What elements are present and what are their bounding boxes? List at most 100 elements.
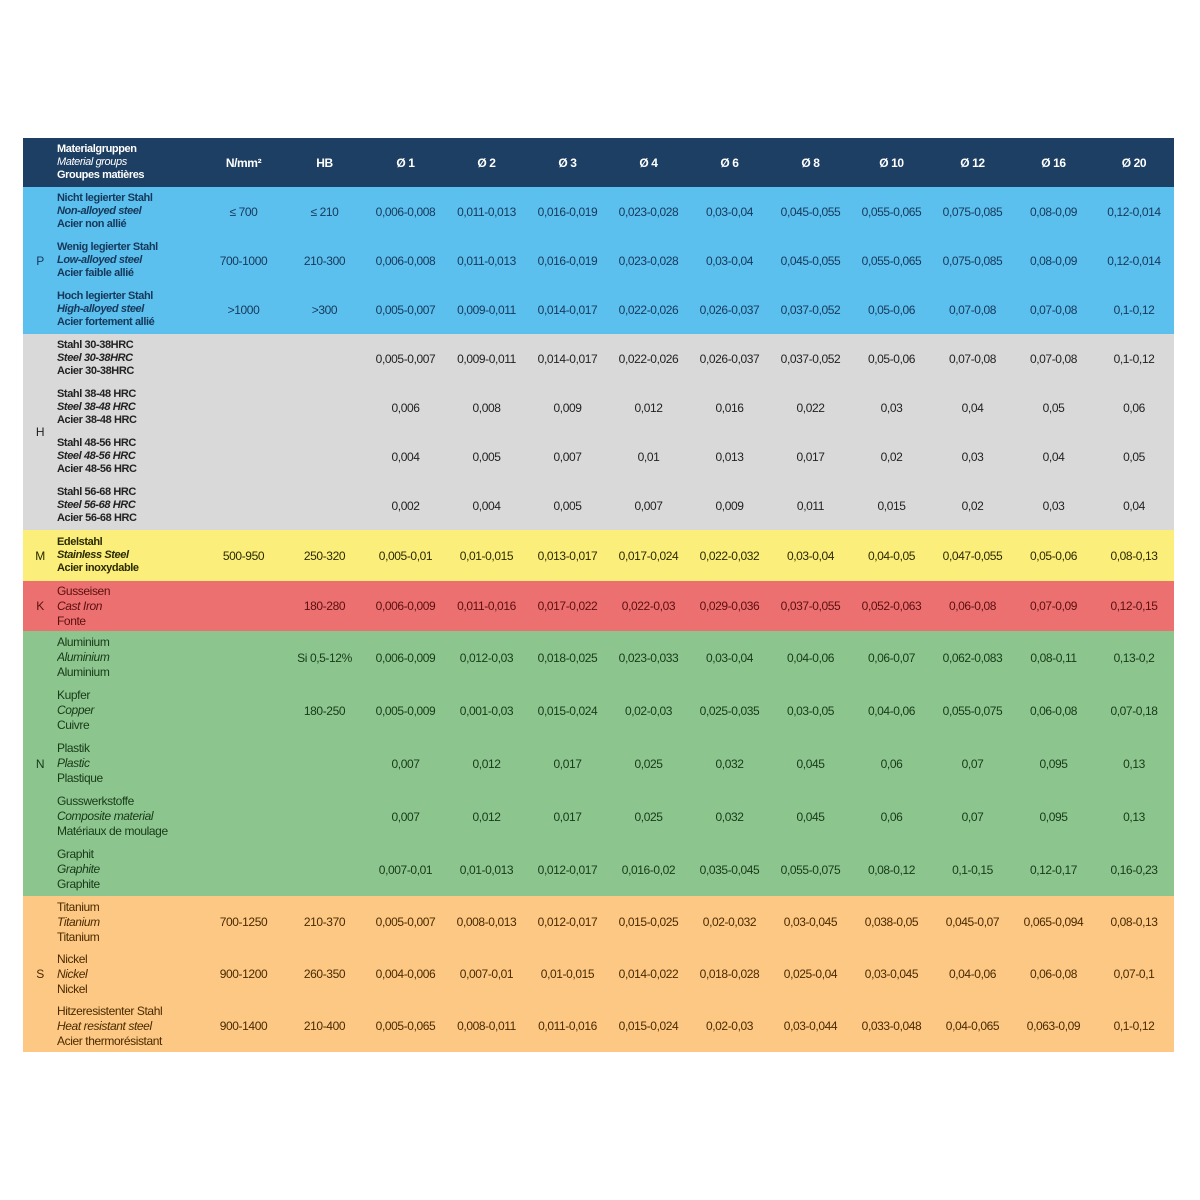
hardness-cell: 210-400 <box>284 1000 365 1052</box>
feed-value-cell: 0,02 <box>932 481 1013 530</box>
header-material-group-de: Materialgruppen <box>57 143 137 155</box>
feed-value-cell: 0,015-0,025 <box>608 896 689 948</box>
tensile-strength-cell <box>203 383 284 432</box>
table-row: Kupfer Copper Cuivre 180-250 0,005-0,009 0,00… <box>23 684 1174 737</box>
feed-value-cell: 0,055-0,065 <box>851 236 932 285</box>
column-header: Ø 6 <box>689 138 770 187</box>
table-row: N Aluminium Aluminium Aluminium Si 0,5-12% 0,… <box>23 631 1174 896</box>
header-material-group: Materialgruppen Material groups Groupes … <box>57 138 203 187</box>
feed-value-cell: 0,023-0,028 <box>608 236 689 285</box>
feed-value-cell: 0,009 <box>689 481 770 530</box>
hardness-cell: 180-280 <box>284 581 365 631</box>
feed-value-cell: 0,07-0,08 <box>1013 334 1094 383</box>
table-body: P Nicht legierter Stahl Non-alloyed steel A… <box>23 187 1174 1052</box>
feed-value-cell: 0,012 <box>446 790 527 843</box>
table-row: Hoch legierter Stahl High-alloyed steel Ac… <box>23 285 1174 334</box>
feed-value-cell: 0,011 <box>770 481 851 530</box>
feed-value-cell: 0,06-0,08 <box>1013 948 1094 1000</box>
table-row: Stahl 38-48 HRC Steel 38-48 HRC Acier 38-4… <box>23 383 1174 432</box>
column-header: Ø 8 <box>770 138 851 187</box>
feed-value-cell: 0,011-0,013 <box>446 187 527 236</box>
tensile-strength-cell <box>203 581 284 631</box>
material-name-de: Stahl 56-68 HRC <box>57 486 136 498</box>
hardness-cell <box>284 334 365 383</box>
feed-value-cell: 0,011-0,013 <box>446 236 527 285</box>
material-name-en: High-alloyed steel <box>57 303 144 315</box>
feed-value-cell: 0,095 <box>1013 790 1094 843</box>
material-name-en: Graphite <box>57 862 100 876</box>
feed-value-cell: 0,03-0,05 <box>770 684 851 737</box>
material-name-de: Stahl 38-48 HRC <box>57 388 136 400</box>
feed-value-cell: 0,022 <box>770 383 851 432</box>
hardness-cell: Si 0,5-12% <box>284 631 365 684</box>
tensile-strength-cell: 500-950 <box>203 530 284 581</box>
feed-value-cell: 0,007-0,01 <box>365 843 446 896</box>
feed-value-cell: 0,007 <box>365 737 446 790</box>
material-name-de: Aluminium <box>57 635 110 649</box>
feed-value-cell: 0,015-0,024 <box>608 1000 689 1052</box>
table-row: Stahl 56-68 HRC Steel 56-68 HRC Acier 56-6… <box>23 481 1174 530</box>
feed-value-cell: 0,004 <box>446 481 527 530</box>
table-row: Plastik Plastic Plastique 0,007 0,012 0,017 0,… <box>23 737 1174 790</box>
feed-value-cell: 0,03 <box>1013 481 1094 530</box>
material-name-de: Titanium <box>57 899 100 914</box>
table-row: H Stahl 30-38HRC Steel 30-38HRC Acier 30-38… <box>23 334 1174 530</box>
hardness-cell <box>284 481 365 530</box>
material-name-fr: Matériaux de moulage <box>57 824 168 838</box>
material-name-fr: Acier 48-56 HRC <box>57 463 137 475</box>
hardness-cell: 250-320 <box>284 530 365 581</box>
feed-value-cell: 0,009-0,011 <box>446 334 527 383</box>
feed-value-cell: 0,012-0,03 <box>446 631 527 684</box>
material-name-en: Stainless Steel <box>57 549 129 561</box>
feed-value-cell: 0,07-0,1 <box>1094 948 1174 1000</box>
feed-value-cell: 0,023-0,033 <box>608 631 689 684</box>
tensile-strength-cell: 900-1400 <box>203 1000 284 1052</box>
feed-value-cell: 0,001-0,03 <box>446 684 527 737</box>
feed-value-cell: 0,004-0,006 <box>365 948 446 1000</box>
feed-value-cell: 0,055-0,075 <box>770 843 851 896</box>
feed-value-cell: 0,026-0,037 <box>689 334 770 383</box>
column-header: Ø 1 <box>365 138 446 187</box>
material-name-de: Graphit <box>57 847 94 861</box>
hardness-cell: 210-300 <box>284 236 365 285</box>
material-name-fr: Acier fortement allié <box>57 316 155 328</box>
feed-value-cell: 0,07 <box>932 790 1013 843</box>
material-name: Graphit Graphite Graphite <box>57 843 203 896</box>
feed-value-cell: 0,038-0,05 <box>851 896 932 948</box>
feed-value-cell: 0,08-0,09 <box>1013 236 1094 285</box>
feed-value-cell: 0,08-0,13 <box>1094 896 1174 948</box>
feed-value-cell: 0,04-0,065 <box>932 1000 1013 1052</box>
tensile-strength-cell <box>203 790 284 843</box>
feed-value-cell: 0,08-0,11 <box>1013 631 1094 684</box>
feed-value-cell: 0,06 <box>851 790 932 843</box>
material-name: Stahl 30-38HRC Steel 30-38HRC Acier 30-38H… <box>57 334 203 383</box>
material-name-fr: Acier faible allié <box>57 267 134 279</box>
feed-value-cell: 0,033-0,048 <box>851 1000 932 1052</box>
material-name-de: Hitzeresistenter Stahl <box>57 1003 163 1018</box>
material-name-fr: Cuivre <box>57 718 90 732</box>
column-header: Ø 16 <box>1013 138 1094 187</box>
feed-value-cell: 0,06 <box>1094 383 1174 432</box>
feed-value-cell: 0,014-0,017 <box>527 285 608 334</box>
feed-value-cell: 0,016-0,019 <box>527 236 608 285</box>
feed-value-cell: 0,017 <box>527 737 608 790</box>
feed-value-cell: 0,007 <box>365 790 446 843</box>
table-row: Graphit Graphite Graphite 0,007-0,01 0,01-0,… <box>23 843 1174 896</box>
header-code-cell <box>23 138 57 187</box>
material-name-en: Steel 48-56 HRC <box>57 450 136 462</box>
feed-value-cell: 0,12-0,17 <box>1013 843 1094 896</box>
material-name: Hitzeresistenter Stahl Heat resistant ste… <box>57 1000 203 1052</box>
feed-value-cell: 0,055-0,075 <box>932 684 1013 737</box>
feed-value-cell: 0,017-0,022 <box>527 581 608 631</box>
feed-value-cell: 0,07-0,08 <box>932 285 1013 334</box>
material-name: Nickel Nickel Nickel <box>57 948 203 1000</box>
feed-value-cell: 0,009-0,011 <box>446 285 527 334</box>
feed-value-cell: 0,02-0,03 <box>608 684 689 737</box>
feed-value-cell: 0,045 <box>770 790 851 843</box>
feed-value-cell: 0,03-0,045 <box>770 896 851 948</box>
feed-value-cell: 0,062-0,083 <box>932 631 1013 684</box>
feed-value-cell: 0,025 <box>608 737 689 790</box>
feed-value-cell: 0,015 <box>851 481 932 530</box>
feed-value-cell: 0,01-0,015 <box>527 948 608 1000</box>
feed-value-cell: 0,03 <box>851 383 932 432</box>
